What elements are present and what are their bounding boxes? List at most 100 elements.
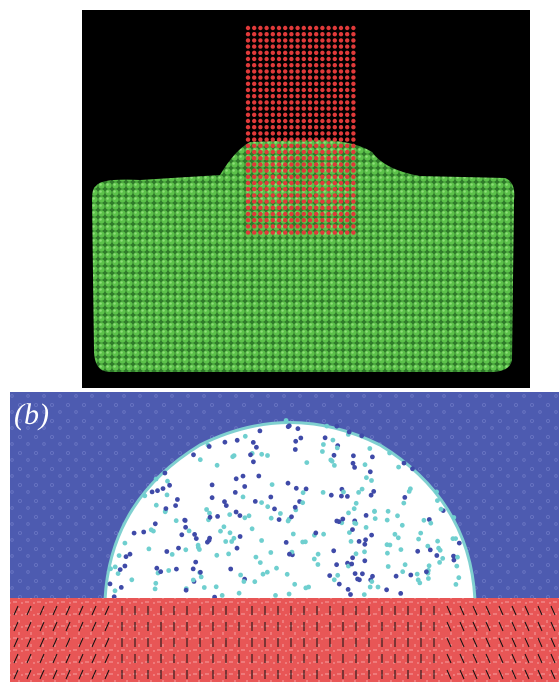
lattice-atom — [345, 193, 349, 197]
lattice-atom — [314, 100, 318, 104]
lattice-atom — [351, 119, 355, 123]
particle — [176, 546, 181, 551]
lattice-atom — [289, 175, 293, 179]
particle — [349, 562, 354, 567]
lattice-atom — [271, 63, 275, 67]
lattice-atom — [302, 82, 306, 86]
lattice-atom — [333, 212, 337, 216]
lattice-atom — [295, 218, 299, 222]
lattice-atom — [314, 193, 318, 197]
lattice-atom — [314, 94, 318, 98]
lattice-atom — [302, 212, 306, 216]
lattice-atom — [345, 75, 349, 79]
lattice-atom — [258, 113, 262, 117]
particle — [287, 592, 292, 597]
substrate — [10, 598, 559, 682]
lattice-atom — [326, 113, 330, 117]
particle — [250, 526, 255, 531]
particle — [165, 479, 170, 484]
lattice-atom — [302, 168, 306, 172]
lattice-atom — [246, 168, 250, 172]
lattice-atom — [258, 199, 262, 203]
lattice-atom — [333, 144, 337, 148]
lattice-atom — [252, 106, 256, 110]
lattice-atom — [314, 199, 318, 203]
lattice-atom — [339, 218, 343, 222]
lattice-atom — [295, 38, 299, 42]
lattice-atom — [289, 162, 293, 166]
particle — [408, 486, 413, 491]
particle — [154, 477, 159, 482]
lattice-atom — [283, 187, 287, 191]
lattice-atom — [295, 224, 299, 228]
lattice-atom — [246, 199, 250, 203]
lattice-atom — [264, 63, 268, 67]
lattice-atom — [302, 193, 306, 197]
particle — [296, 426, 301, 431]
lattice-atom — [326, 94, 330, 98]
lattice-atom — [345, 32, 349, 36]
particle — [210, 483, 215, 488]
particle — [174, 567, 179, 572]
lattice-atom — [283, 51, 287, 55]
panel-a: (a) — [82, 10, 530, 388]
lattice-atom — [258, 137, 262, 141]
lattice-atom — [302, 206, 306, 210]
lattice-atom — [264, 168, 268, 172]
lattice-atom — [252, 230, 256, 234]
particle — [220, 593, 225, 598]
lattice-atom — [258, 57, 262, 61]
particle — [354, 501, 359, 506]
particle — [253, 499, 258, 504]
lattice-atom — [295, 206, 299, 210]
lattice-atom — [283, 106, 287, 110]
lattice-atom — [351, 82, 355, 86]
particle — [386, 564, 391, 569]
particle — [434, 553, 439, 558]
lattice-atom — [308, 38, 312, 42]
lattice-atom — [320, 131, 324, 135]
lattice-atom — [271, 69, 275, 73]
lattice-atom — [314, 218, 318, 222]
lattice-atom — [271, 206, 275, 210]
lattice-atom — [258, 32, 262, 36]
particle — [352, 506, 357, 511]
lattice-atom — [283, 137, 287, 141]
particle — [153, 521, 158, 526]
particle — [167, 483, 172, 488]
lattice-atom — [333, 75, 337, 79]
lattice-atom — [252, 88, 256, 92]
particle — [265, 570, 270, 575]
particle — [113, 565, 118, 570]
lattice-atom — [277, 82, 281, 86]
particle — [129, 577, 134, 582]
lattice-atom — [252, 32, 256, 36]
lattice-atom — [289, 44, 293, 48]
lattice-atom — [320, 125, 324, 129]
lattice-atom — [246, 193, 250, 197]
particle — [163, 471, 168, 476]
lattice-atom — [320, 69, 324, 73]
lattice-atom — [277, 125, 281, 129]
lattice-atom — [252, 218, 256, 222]
particle — [238, 573, 243, 578]
lattice-atom — [277, 113, 281, 117]
lattice-atom — [351, 63, 355, 67]
particle — [242, 579, 247, 584]
particle — [141, 530, 146, 535]
lattice-atom — [326, 137, 330, 141]
lattice-atom — [314, 57, 318, 61]
particle — [399, 547, 404, 552]
lattice-atom — [289, 199, 293, 203]
particle — [437, 560, 442, 565]
particle — [184, 588, 189, 593]
lattice-atom — [295, 32, 299, 36]
lattice-atom — [277, 199, 281, 203]
lattice-atom — [308, 156, 312, 160]
particle — [373, 516, 378, 521]
lattice-atom — [326, 38, 330, 42]
particle — [226, 552, 231, 557]
lattice-atom — [264, 119, 268, 123]
lattice-atom — [246, 144, 250, 148]
lattice-atom — [345, 206, 349, 210]
